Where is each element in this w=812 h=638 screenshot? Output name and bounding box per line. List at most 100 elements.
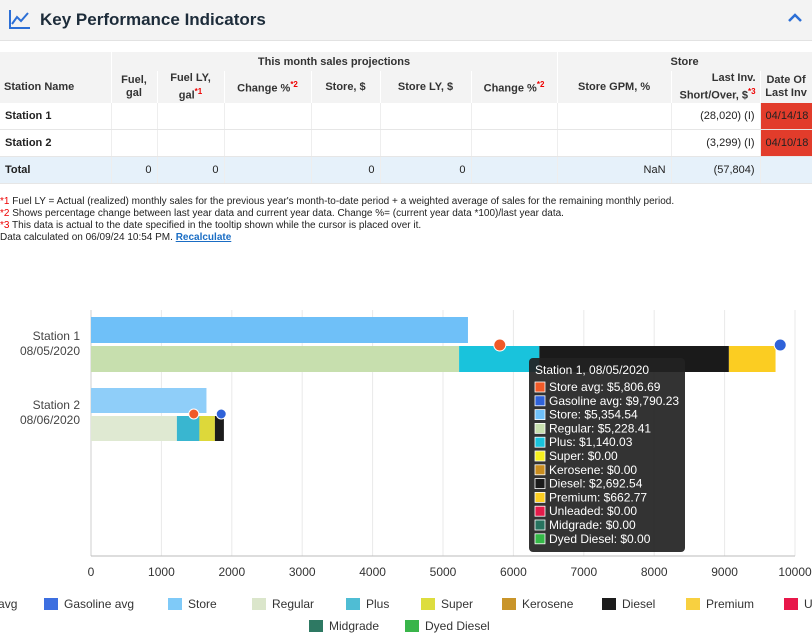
footnote-marker: *2 <box>290 80 298 90</box>
short-over-cell[interactable]: (3,299) (I) <box>671 129 761 157</box>
short-over-cell[interactable]: (28,020) (I) <box>671 103 761 130</box>
col-fuel[interactable]: Fuel, gal <box>111 71 158 103</box>
legend-item[interactable]: Diesel <box>622 597 655 611</box>
cell <box>157 103 225 130</box>
tooltip-title: Station 1, 08/05/2020 <box>535 363 649 377</box>
legend-swatch[interactable] <box>309 620 323 632</box>
legend-item[interactable]: Super <box>441 597 473 611</box>
col-short-over[interactable]: Last Inv. Short/Over, $*3 <box>671 71 761 103</box>
cell <box>157 129 225 157</box>
legend-item[interactable]: Unleaded <box>804 597 812 611</box>
bar-diesel[interactable] <box>214 416 224 441</box>
table-row[interactable]: Station 2 (3,299) (I) 04/10/18 <box>0 129 812 157</box>
tooltip-item: Kerosene: $0.00 <box>549 463 637 477</box>
marker-store-avg[interactable] <box>188 408 200 420</box>
col-station-name[interactable]: Station Name <box>0 71 112 103</box>
cell <box>471 129 558 157</box>
x-tick-label: 6000 <box>500 565 527 579</box>
legend-item[interactable]: Gasoline avg <box>64 597 134 611</box>
tooltip-item: Gasoline avg: $9,790.23 <box>549 394 679 408</box>
col-fuel-ly[interactable]: Fuel LY, gal*1 <box>157 71 225 103</box>
footnote-marker: *2 <box>0 208 10 219</box>
table-total-row: Total 0 0 0 0 NaN (57,804) <box>0 156 812 184</box>
panel-title: Key Performance Indicators <box>40 10 266 29</box>
legend-item[interactable]: Midgrade <box>329 619 379 633</box>
total-fuel: 0 <box>111 156 158 184</box>
bar-regular[interactable] <box>91 416 177 441</box>
y-category-date: 08/05/2020 <box>20 344 80 358</box>
footnote-2: *2 Shows percentage change between last … <box>0 208 674 220</box>
bar-regular[interactable] <box>91 346 460 372</box>
legend-item[interactable]: Dyed Diesel <box>425 619 490 633</box>
group-header-sales: This month sales projections <box>111 52 558 71</box>
total-label: Total <box>0 156 112 184</box>
group-header-store: Store <box>557 52 812 71</box>
col-last-inv-date[interactable]: Date Of Last Inv <box>760 71 812 103</box>
cell <box>224 129 312 157</box>
col-store[interactable]: Store, $ <box>311 71 381 103</box>
footnote-marker: *3 <box>747 86 756 96</box>
x-tick-label: 1000 <box>148 565 175 579</box>
station-name-cell[interactable]: Station 1 <box>0 103 112 130</box>
tooltip-swatch <box>534 533 546 545</box>
tooltip-swatch <box>534 478 546 490</box>
bar-premium[interactable] <box>728 346 776 372</box>
marker-store-avg[interactable] <box>493 338 507 352</box>
table-group-header-row: This month sales projections Store <box>0 52 812 71</box>
cell <box>311 129 381 157</box>
marker-gasoline-avg[interactable] <box>773 338 787 352</box>
legend-swatch[interactable] <box>405 620 419 632</box>
legend-swatch[interactable] <box>346 598 360 610</box>
footnote-text: This data is actual to the date specifie… <box>9 220 422 231</box>
tooltip-item: Premium: $662.77 <box>549 490 647 504</box>
col-short-over-label: Last Inv. Short/Over, $ <box>679 71 756 102</box>
bar-plus[interactable] <box>176 416 200 441</box>
last-inv-date-cell[interactable]: 04/10/18 <box>760 129 812 157</box>
marker-gasoline-avg[interactable] <box>215 408 227 420</box>
legend-swatch[interactable] <box>421 598 435 610</box>
station-name-cell[interactable]: Station 2 <box>0 129 112 157</box>
bar-store[interactable] <box>91 388 207 413</box>
x-tick-label: 10000 <box>778 565 812 579</box>
legend-swatch[interactable] <box>686 598 700 610</box>
footnote-marker: *2 <box>536 80 545 90</box>
bar-store[interactable] <box>91 317 468 343</box>
legend-item[interactable]: Store avg <box>0 597 17 611</box>
col-store-change[interactable]: Change %*2 <box>471 71 558 103</box>
legend-item[interactable]: Premium <box>706 597 754 611</box>
footnote-marker: *3 <box>0 220 10 231</box>
col-store-ly[interactable]: Store LY, $ <box>380 71 472 103</box>
legend-swatch[interactable] <box>44 598 58 610</box>
legend-item[interactable]: Store <box>188 597 217 611</box>
legend-swatch[interactable] <box>602 598 616 610</box>
tooltip-swatch <box>534 491 546 503</box>
last-inv-date-cell[interactable]: 04/14/18 <box>760 103 812 130</box>
recalculate-link[interactable]: Recalculate <box>175 232 232 243</box>
table-header-row: Station Name Fuel, gal Fuel LY, gal*1 Ch… <box>0 71 812 103</box>
col-store-gpm[interactable]: Store GPM, % <box>557 71 672 103</box>
legend-item[interactable]: Regular <box>272 597 314 611</box>
cell <box>557 129 672 157</box>
footnote-3: *3 This data is actual to the date speci… <box>0 220 674 232</box>
legend-swatch[interactable] <box>502 598 516 610</box>
tooltip-box <box>529 358 685 552</box>
tooltip-item: Regular: $5,228.41 <box>549 421 651 435</box>
legend-item[interactable]: Kerosene <box>522 597 574 611</box>
tooltip-swatch <box>534 464 546 476</box>
kpi-table: This month sales projections Store Stati… <box>0 52 812 184</box>
table-row[interactable]: Station 1 (28,020) (I) 04/14/18 <box>0 103 812 130</box>
legend-swatch[interactable] <box>252 598 266 610</box>
calc-info: Data calculated on 06/09/24 10:54 PM. Re… <box>0 232 674 244</box>
tooltip-swatch <box>534 505 546 517</box>
bar-premium[interactable] <box>199 416 215 441</box>
total-store: 0 <box>311 156 381 184</box>
tooltip-swatch <box>534 395 546 407</box>
x-tick-label: 8000 <box>641 565 668 579</box>
tooltip-item: Diesel: $2,692.54 <box>549 477 643 491</box>
legend-item[interactable]: Plus <box>366 597 389 611</box>
legend-swatch[interactable] <box>784 598 798 610</box>
col-fuel-change[interactable]: Change %*2 <box>224 71 312 103</box>
cell <box>760 156 812 184</box>
chevron-up-icon[interactable] <box>788 12 802 22</box>
legend-swatch[interactable] <box>168 598 182 610</box>
